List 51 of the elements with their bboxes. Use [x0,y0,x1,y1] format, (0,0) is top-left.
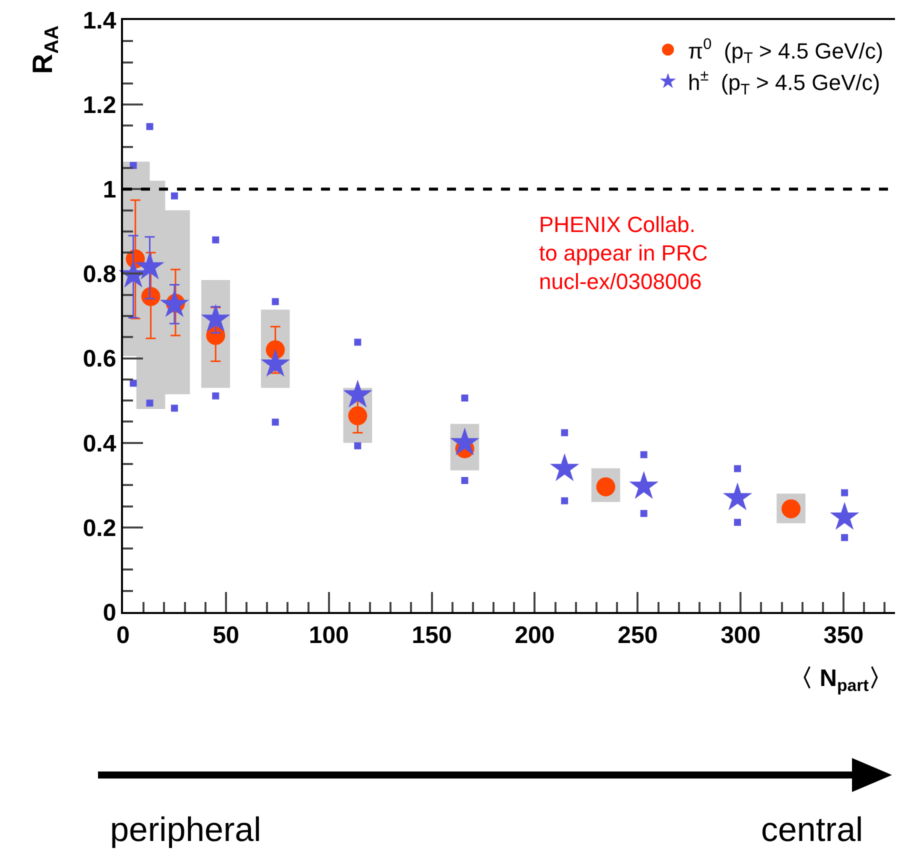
point [841,534,848,542]
y-tick-label: 1.4 [82,7,117,34]
y-tick-label: 1.2 [82,92,116,119]
point [146,400,154,407]
point [734,465,742,472]
x-tick-label: 100 [308,622,349,649]
x-tick-label: 250 [618,622,658,649]
legend-label: π$^{0}$ (p$_{T}$ > 4.5 GeV/c) [688,36,884,67]
y-tick-label: 0.8 [82,261,116,288]
point [260,348,290,377]
x-axis-title: 〈 N$_{part}$〉 [789,665,893,696]
x-tick-label: 200 [514,622,555,649]
point [354,338,362,346]
y-tick-label: 0.4 [82,430,117,458]
point [461,394,468,402]
point [841,489,848,496]
point [212,236,220,244]
x-tick-label: 50 [212,622,240,649]
x-tick-label: 300 [720,622,761,649]
point [130,380,137,387]
point [561,497,568,504]
legend-label: h$^{±}$ (p$_{T}$ > 4.5 GeV/c) [688,68,880,98]
point [354,442,362,450]
point [212,392,220,400]
x-tick-label: 150 [412,622,452,649]
y-tick-label: 1 [102,176,116,204]
y-tick-label: 0 [102,599,116,626]
point [272,418,279,426]
text: central [761,811,864,849]
y-tick-label: 0.6 [82,346,116,373]
point [550,453,580,482]
point [170,192,178,200]
point [629,471,658,499]
point [272,298,279,306]
x-tick-label: 350 [824,622,864,649]
point [830,502,860,530]
point [722,482,752,510]
point [734,518,742,526]
point [640,510,648,517]
y-tick-label: 0.2 [82,514,116,542]
point [343,380,372,408]
point [461,476,468,484]
point [561,429,568,436]
point [450,427,480,456]
point [160,289,190,318]
point [200,304,230,332]
annotation: PHENIX Collab. to appear in PRC nucl-ex/0308006 [539,212,708,294]
text: peripheral [110,811,262,849]
point [170,404,178,412]
point [640,451,648,458]
point [146,123,154,130]
